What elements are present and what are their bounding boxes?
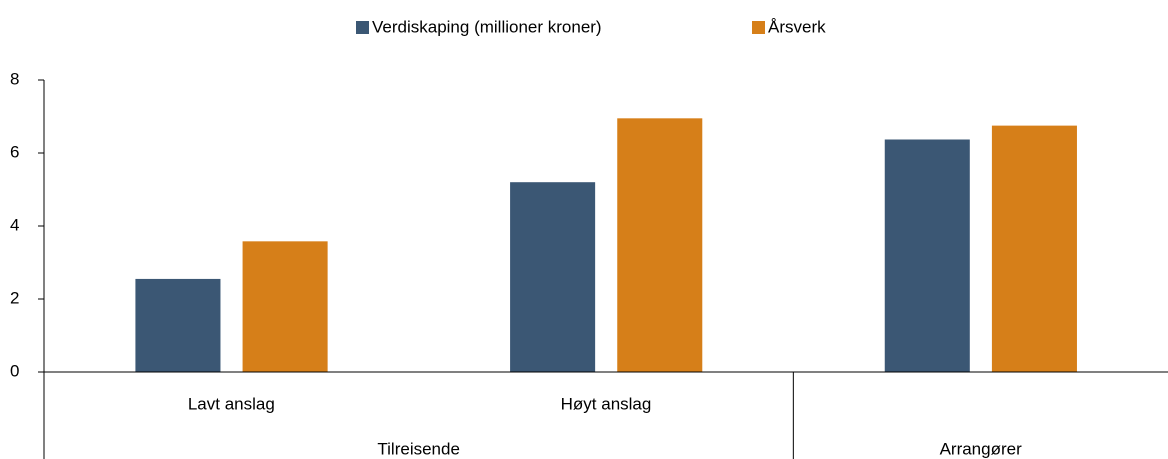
y-tick-label: 8 — [10, 69, 19, 88]
y-tick-label: 4 — [10, 215, 19, 234]
bar — [242, 241, 328, 372]
group-label: Tilreisende — [377, 439, 460, 458]
bar — [991, 125, 1077, 372]
bar — [884, 139, 970, 372]
legend-label: Verdiskaping (millioner kroner) — [372, 17, 602, 36]
legend-label: Årsverk — [768, 17, 826, 36]
group-label: Arrangører — [940, 439, 1023, 458]
bar — [617, 118, 703, 372]
y-tick-label: 0 — [10, 361, 19, 380]
legend-swatch — [752, 21, 765, 34]
bar — [510, 182, 596, 372]
bar — [135, 278, 221, 372]
legend-swatch — [356, 21, 369, 34]
y-tick-label: 6 — [10, 142, 19, 161]
x-tick-label: Lavt anslag — [188, 394, 275, 413]
y-tick-label: 2 — [10, 288, 19, 307]
x-tick-label: Høyt anslag — [561, 394, 652, 413]
